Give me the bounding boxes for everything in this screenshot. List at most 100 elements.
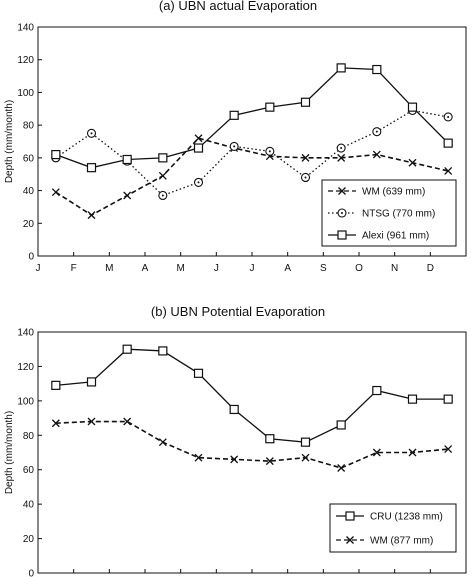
data-point [86,128,97,138]
x-tick-label: J [250,263,255,274]
series-alexi [51,63,453,173]
data-point [158,346,168,356]
series-wm [51,134,453,220]
legend-label: CRU (1238 mm) [370,512,443,523]
data-point-dot [340,147,343,150]
series-line [55,348,449,443]
data-point [229,141,239,151]
legend-label: WM (639 mm) [362,187,425,198]
data-point [86,163,97,173]
data-point [193,177,204,187]
data-point [300,97,311,107]
data-point [408,158,417,167]
legend-label: Alexi (961 mm) [362,231,429,242]
x-tick-label: S [320,263,327,274]
series-line [55,137,449,217]
legend-marker [337,230,347,240]
y-tick-label: 80 [23,121,35,132]
chart-b: (b) UBN Potential Evaporation 0 20 40 60 80 10… [4,304,467,577]
x-tick-label: A [142,263,149,274]
data-point [372,448,381,457]
data-point [122,154,132,165]
data-point [51,380,61,390]
data-point [408,448,417,457]
data-point-dot [268,150,271,153]
data-point [230,455,239,464]
legend-marker [337,208,347,218]
data-point [229,110,239,120]
data-point [265,102,275,112]
data-point [122,344,132,354]
data-point-dot [233,145,236,148]
data-point [194,134,203,143]
legend-label: NTSG (770 mm) [362,209,435,220]
data-point-dot [304,176,307,179]
chart-title: (a) UBN actual Evaporation [159,0,317,13]
data-point [336,63,346,73]
series-line [55,420,449,469]
y-tick-label: 60 [23,465,35,476]
y-tick-label: 80 [23,431,35,442]
chart-title: (b) UBN Potential Evaporation [151,304,325,319]
y-tick-label: 140 [17,328,34,339]
data-point [444,445,453,454]
y-tick-label: 20 [23,219,35,230]
data-point [193,143,204,153]
series-line [55,67,449,169]
x-tick-label: D [427,263,434,274]
series-cru [51,344,453,447]
x-tick-label: F [71,263,77,274]
data-point [265,146,275,156]
x-tick-label: A [284,263,291,274]
legend-label: WM (877 mm) [370,536,433,547]
y-tick-label: 100 [17,396,34,407]
data-point [300,437,311,447]
data-point [301,153,310,162]
data-point [265,434,275,444]
series-line [55,109,449,197]
data-point [444,166,453,175]
data-point [337,464,346,472]
x-tick-label: M [105,263,113,274]
data-point [407,394,418,404]
data-point [443,112,453,122]
y-tick-label: 20 [23,534,35,545]
y-tick-label: 140 [17,23,34,34]
y-tick-label: 40 [23,186,35,197]
data-point [407,102,418,112]
data-point [51,419,60,428]
data-point [443,138,453,148]
data-point [51,149,61,160]
y-axis-label: Depth (mm/month) [4,100,15,183]
y-tick-label: 60 [23,153,35,164]
data-point [300,172,311,183]
x-tick-label: M [176,263,184,274]
y-tick-label: 120 [17,55,34,66]
data-point [158,190,168,201]
legend: WM (639 mm) NTSG (770 mm) Alexi (961 mm) [321,179,457,247]
data-point-dot [90,132,93,135]
legend-marker [345,511,355,521]
data-point [86,377,97,387]
x-tick-label: J [214,263,219,274]
data-point [229,404,239,415]
series-wm [51,417,453,472]
y-tick-label: 40 [23,500,35,511]
data-point-dot [447,115,450,118]
y-tick-label: 120 [17,362,34,373]
data-point-dot [161,194,164,197]
data-point [443,394,453,404]
data-point [87,211,96,220]
x-tick-label: J [36,263,41,274]
x-tick-label: N [391,263,398,274]
data-point [87,417,96,426]
y-tick-label: 0 [28,569,34,577]
data-point [193,368,204,378]
legend: CRU (1238 mm) WM (877 mm) [329,503,457,553]
data-point-dot [197,181,200,184]
legend-marker [346,536,354,544]
data-point [123,417,132,426]
y-axis-label: Depth (mm/month) [4,411,15,494]
data-point-dot [375,130,378,133]
